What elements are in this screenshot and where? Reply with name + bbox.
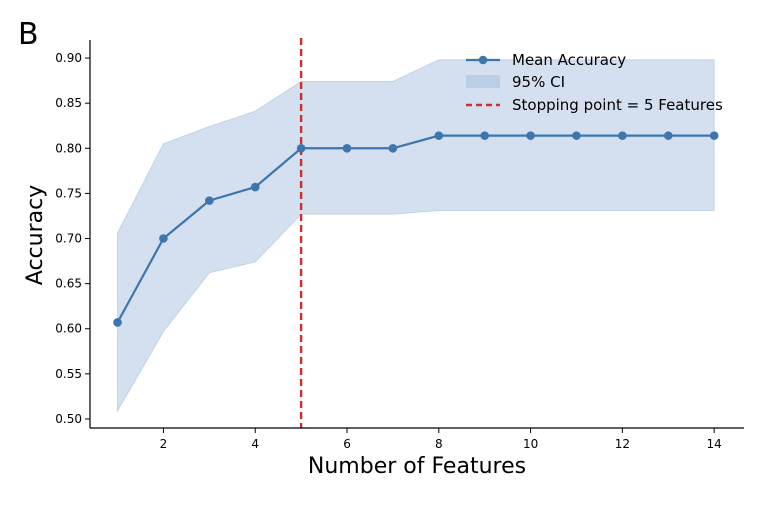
y-tick-label: 0.65	[55, 277, 82, 291]
y-tick-label: 0.55	[55, 367, 82, 381]
data-point	[250, 182, 260, 192]
y-tick-label: 0.70	[55, 232, 82, 246]
x-tick-label: 14	[707, 437, 722, 451]
axes: 2 4 6 8 10 12 14 0.50 0.55 0.60 0.65 0.70 0.75 0.80 0.…	[55, 40, 744, 451]
data-point	[526, 131, 535, 140]
panel-label: B	[18, 17, 39, 52]
legend-mean-marker-swatch	[478, 55, 488, 65]
data-point	[434, 131, 444, 140]
x-axis-title: Number of Features	[308, 454, 526, 479]
y-tick-label: 0.50	[55, 412, 82, 426]
data-point	[480, 131, 489, 140]
x-tick-label: 6	[343, 437, 351, 451]
data-point	[572, 131, 581, 140]
data-point	[342, 143, 352, 153]
y-axis-title: Accuracy	[23, 185, 48, 285]
legend-ci-swatch	[466, 75, 500, 88]
y-tick-label: 0.85	[55, 96, 82, 110]
y-tick-label: 0.75	[55, 186, 82, 200]
legend: Mean Accuracy 95% CI Stopping point = 5 …	[466, 51, 723, 114]
data-point	[296, 143, 306, 153]
x-tick-label: 2	[160, 437, 168, 451]
plot-area	[113, 38, 719, 428]
x-tick-label: 8	[435, 437, 443, 451]
legend-ci-label: 95% CI	[512, 73, 565, 91]
y-tick-label: 0.90	[55, 51, 82, 65]
ci-band	[117, 59, 715, 413]
legend-stop-label: Stopping point = 5 Features	[512, 96, 723, 114]
y-tick-label: 0.80	[55, 141, 82, 155]
data-point	[159, 234, 168, 243]
data-point	[618, 131, 627, 140]
x-tick-label: 12	[615, 437, 630, 451]
legend-mean-label: Mean Accuracy	[512, 51, 626, 69]
mean-accuracy-line	[116, 134, 715, 323]
y-tick-label: 0.60	[55, 322, 82, 336]
data-point	[709, 131, 719, 140]
data-point	[388, 143, 398, 153]
data-point	[113, 318, 122, 327]
data-point	[663, 131, 673, 140]
x-tick-label: 4	[251, 437, 259, 451]
x-tick-label: 10	[523, 437, 538, 451]
data-point	[205, 196, 214, 205]
